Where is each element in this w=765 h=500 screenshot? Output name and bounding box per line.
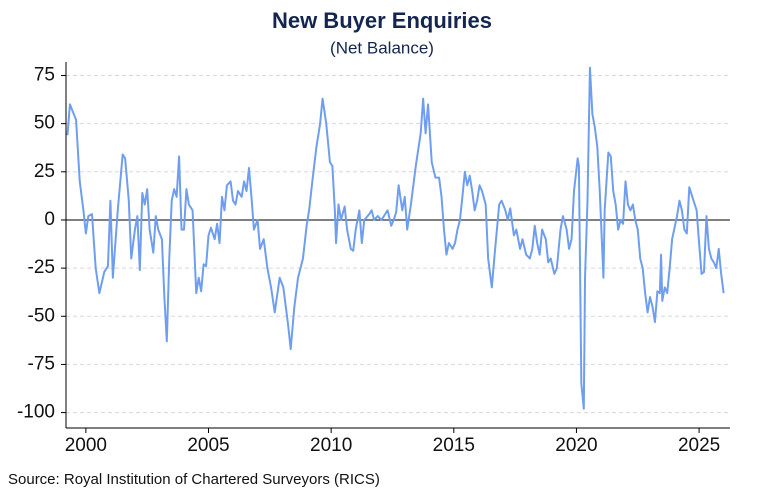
x-tick-label: 2005 [187, 435, 229, 456]
y-tick-label: -100 [17, 402, 55, 423]
source-note: Source: Royal Institution of Chartered S… [8, 471, 380, 488]
y-tick-label: 50 [34, 113, 55, 134]
chart-title: New Buyer Enquiries [272, 8, 492, 33]
y-tick-label: -50 [28, 305, 55, 326]
y-tick-label: 25 [34, 161, 55, 182]
x-tick-label: 2000 [65, 435, 107, 456]
x-tick-label: 2020 [555, 435, 597, 456]
x-tick-label: 2010 [310, 435, 352, 456]
data-line [66, 66, 725, 410]
x-tick-label: 2025 [678, 435, 720, 456]
y-tick-label: 75 [34, 64, 55, 85]
x-tick-label: 2015 [433, 435, 475, 456]
chart-subtitle: (Net Balance) [330, 38, 434, 57]
y-tick-label: -25 [28, 257, 55, 278]
y-tick-label: -75 [28, 353, 55, 374]
y-tick-label: 0 [44, 209, 55, 230]
